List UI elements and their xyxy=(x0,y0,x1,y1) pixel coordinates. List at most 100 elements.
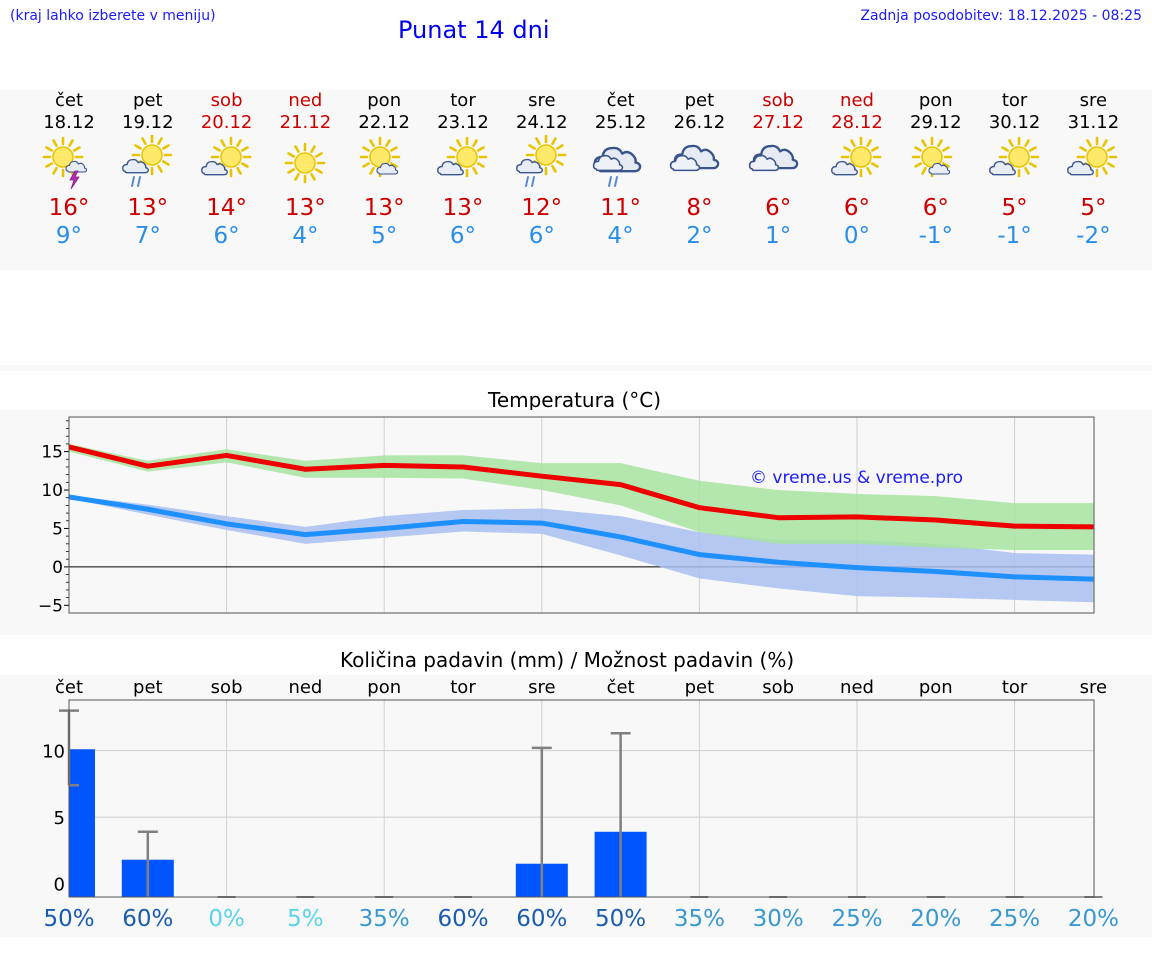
weather-icon-wrap xyxy=(423,134,503,192)
temp-min: 0° xyxy=(843,223,871,249)
day-forecast: pon 22.12 13° 5° xyxy=(344,90,424,250)
precipitation-plot-frame xyxy=(68,699,1095,898)
temp-max: 5° xyxy=(1001,195,1028,221)
precip-probability: 60% xyxy=(122,906,173,932)
day-date: 21.12 xyxy=(279,112,332,133)
day-forecast: pon 29.12 6° -1° xyxy=(896,90,976,250)
day-name: pon xyxy=(367,90,402,111)
cloud-shape xyxy=(670,154,701,172)
max-temp-point xyxy=(1014,525,1016,527)
temp-min: 1° xyxy=(765,223,792,249)
day-date: 23.12 xyxy=(437,112,489,133)
cloud-shape xyxy=(200,160,228,176)
precipitation-chart-background xyxy=(0,675,1152,937)
day-date: 29.12 xyxy=(910,112,962,133)
temp-max: 5° xyxy=(1080,195,1107,221)
max-temp-line xyxy=(68,444,1094,530)
day-date: 18.12 xyxy=(43,112,95,133)
temperature-chart-title: Temperatura (°C) xyxy=(488,388,662,412)
min-temp-point xyxy=(226,523,228,525)
x-category-label: sob xyxy=(762,677,794,698)
day-date: 27.12 xyxy=(752,112,804,133)
day-name: tor xyxy=(450,90,476,111)
temp-max: 16° xyxy=(48,195,90,221)
lightning-bolt xyxy=(69,170,80,190)
cloud-shape xyxy=(831,160,858,176)
x-category-label: sre xyxy=(1080,677,1107,698)
location-hint[interactable]: (kraj lahko izberete v meniju) xyxy=(10,8,216,24)
x-category-label: pet xyxy=(133,677,163,698)
sun-cloud-icon xyxy=(1067,136,1118,178)
temp-min: 6° xyxy=(449,223,477,249)
day-date: 20.12 xyxy=(200,112,253,133)
min-temp-point xyxy=(1014,576,1016,578)
temp-max: 13° xyxy=(442,195,484,221)
day-date: 24.12 xyxy=(516,112,568,133)
precip-probability: 20% xyxy=(1068,906,1119,932)
day-date: 25.12 xyxy=(594,112,647,133)
cloud-shape xyxy=(749,154,780,172)
cloud-shape xyxy=(515,158,543,174)
y-tick-label: 10 xyxy=(41,481,63,501)
x-category-label: pon xyxy=(367,677,401,698)
day-name: čet xyxy=(606,90,635,111)
temp-min: -1° xyxy=(997,223,1032,249)
x-category-label: sob xyxy=(211,677,243,698)
day-date: 22.12 xyxy=(358,112,410,133)
weather-icon-wrap xyxy=(265,134,345,192)
x-category-label: čet xyxy=(607,677,635,698)
day-forecast: tor 23.12 13° 6° xyxy=(423,90,503,250)
day-forecast: sre 31.12 5° -2° xyxy=(1053,90,1133,250)
day-forecast: sob 20.12 14° 6° xyxy=(187,90,267,250)
temp-min: -2° xyxy=(1076,223,1111,249)
sun-shape xyxy=(359,136,401,178)
day-name: tor xyxy=(1001,90,1028,111)
x-category-label: pon xyxy=(919,677,953,698)
min-temp-point xyxy=(935,570,937,572)
temp-min: 4° xyxy=(292,223,319,249)
weather-icon-wrap xyxy=(187,134,267,192)
day-forecast: pet 26.12 8° 2° xyxy=(659,90,739,250)
sun-cloud-icon xyxy=(437,136,488,178)
cloud-shape xyxy=(437,160,464,176)
cloud-icon xyxy=(749,144,799,172)
day-forecast: sob 27.12 6° 1° xyxy=(738,90,818,250)
precip-probability: 50% xyxy=(595,906,646,932)
precip-error-bar xyxy=(531,746,552,897)
temp-max: 6° xyxy=(765,195,792,221)
max-temp-point xyxy=(935,519,937,521)
separator xyxy=(0,365,1152,371)
day-name: sob xyxy=(762,90,795,111)
precipitation-chart: čet pet sob ned pon tor sre čet pet sob ned pon tor s… xyxy=(0,675,1152,937)
precip-probability: 0% xyxy=(208,906,245,932)
max-temp-point xyxy=(147,465,149,467)
sun-cloud-icon xyxy=(200,136,251,178)
day-forecast: sre 24.12 12° 6° xyxy=(502,90,582,250)
y-tick-label: 0 xyxy=(52,558,63,578)
min-temp-point xyxy=(541,522,543,524)
temp-max: 14° xyxy=(206,195,247,221)
weather-icon-wrap xyxy=(738,134,818,192)
cloud-shape xyxy=(592,154,623,172)
sun-cloud-rain-icon xyxy=(121,135,173,187)
sun-small-cloud-icon xyxy=(359,136,401,178)
day-forecast: čet 25.12 11° 4° xyxy=(581,90,661,250)
sun-shape xyxy=(42,136,84,178)
temp-min: 2° xyxy=(686,223,713,249)
day-date: 26.12 xyxy=(673,112,726,133)
last-updated: Zadnja posodobitev: 18.12.2025 - 08:25 xyxy=(860,8,1142,24)
min-temp-point xyxy=(304,534,306,536)
x-category-label: sre xyxy=(528,677,555,698)
precip-bar xyxy=(69,749,95,897)
sun-icon xyxy=(285,142,326,184)
precip-probability: 25% xyxy=(831,906,882,932)
day-date: 19.12 xyxy=(122,112,174,133)
precip-probability: 30% xyxy=(753,906,804,932)
temp-max: 8° xyxy=(686,195,713,221)
day-name: ned xyxy=(288,90,323,111)
temp-max: 6° xyxy=(922,195,949,221)
max-temp-point xyxy=(620,484,622,486)
cloud-shape xyxy=(121,158,149,174)
weather-icon-wrap xyxy=(896,134,976,192)
temp-max: 13° xyxy=(363,195,405,221)
